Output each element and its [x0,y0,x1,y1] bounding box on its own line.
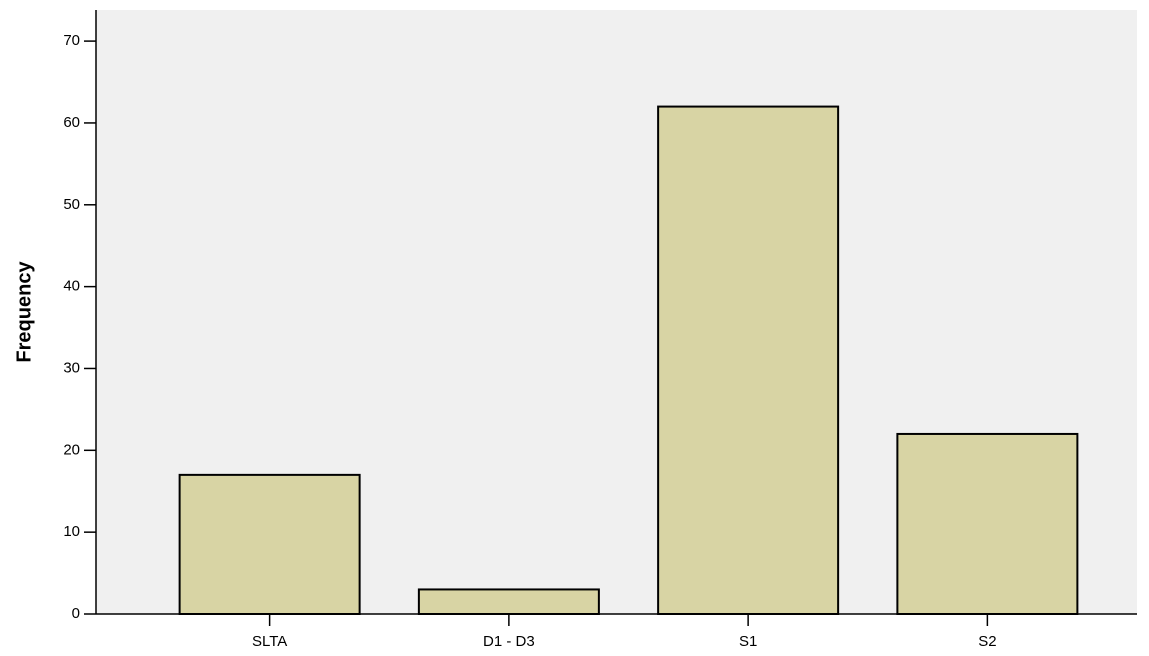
y-tick-label: 20 [63,441,80,458]
y-axis-label: Frequency [13,261,35,363]
x-tick-label: D1 - D3 [483,633,535,650]
bar [657,105,840,615]
y-tick-label: 60 [63,114,80,131]
bar [896,432,1079,615]
y-tick-label: 50 [63,196,80,213]
y-tick-label: 0 [72,605,80,622]
bar [178,473,361,616]
y-tick-label: 70 [63,32,80,49]
x-tick-label: SLTA [252,633,287,650]
bar [417,588,600,615]
x-tick-label: S2 [978,633,996,650]
x-tick-label: S1 [739,633,757,650]
y-tick-label: 10 [63,523,80,540]
y-tick-label: 30 [63,359,80,376]
y-tick-label: 40 [63,278,80,295]
